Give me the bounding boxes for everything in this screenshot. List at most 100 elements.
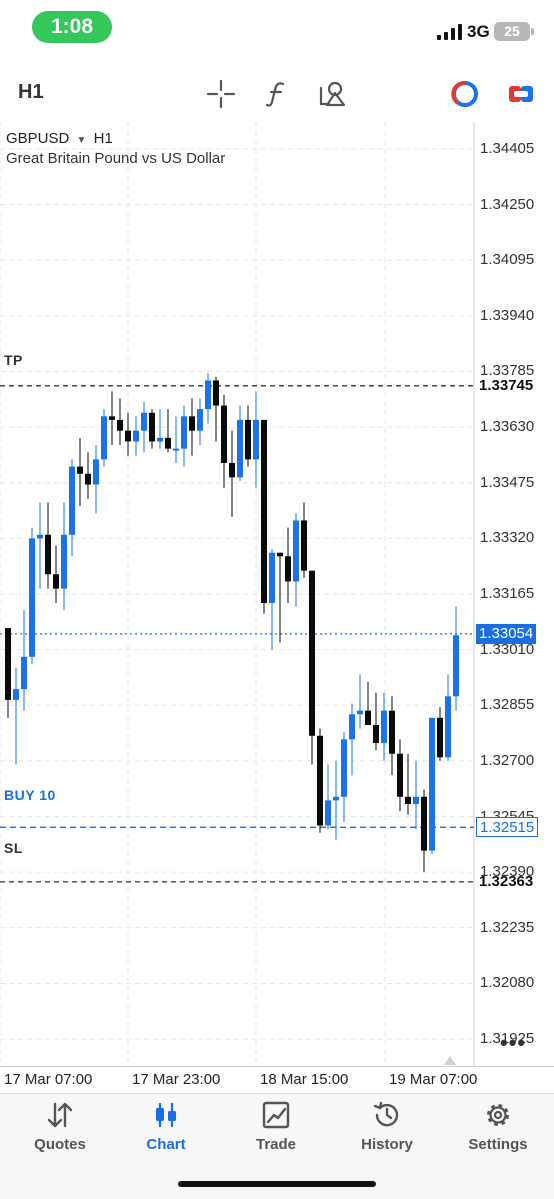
- candle-bear: [245, 419, 251, 460]
- candle-bull: [253, 419, 259, 460]
- crosshair-icon[interactable]: [205, 78, 237, 110]
- battery-tip: [531, 28, 534, 35]
- price-chart[interactable]: GBPUSD ▼ H1 Great Britain Pound vs US Do…: [0, 122, 554, 1066]
- candle-bear: [85, 473, 91, 485]
- chart-candles-icon: [156, 1103, 176, 1127]
- tab-label: Quotes: [34, 1136, 86, 1153]
- candle-bull: [181, 416, 187, 449]
- status-bar: 1:08 3G 25: [0, 0, 554, 60]
- candle-bear: [165, 437, 171, 449]
- tab-chart[interactable]: Chart: [111, 1094, 221, 1164]
- quotes-arrows-icon: [47, 1102, 73, 1128]
- trade-chart-icon: [262, 1101, 290, 1129]
- buy-order-label[interactable]: BUY 10: [4, 787, 56, 803]
- price-level-label: 1.33165: [480, 585, 535, 602]
- candle-bull: [429, 717, 435, 851]
- candle-bear: [285, 556, 291, 582]
- candle-bear: [405, 796, 411, 804]
- buy-price-tag: 1.32515: [476, 817, 539, 838]
- candle-bull: [61, 534, 67, 589]
- candle-bear: [77, 466, 83, 474]
- candle-bear: [397, 753, 403, 797]
- symbol-dropdown-icon[interactable]: ▼: [76, 135, 87, 146]
- candle-bear: [45, 534, 51, 575]
- bottom-tab-bar: Quotes Chart Trade History Settings: [0, 1093, 554, 1199]
- candle-bull: [237, 419, 243, 478]
- tab-settings[interactable]: Settings: [443, 1094, 553, 1164]
- price-level-label: 1.31925: [480, 1030, 535, 1048]
- chart-canvas[interactable]: [0, 122, 554, 1066]
- history-clock-icon: [373, 1101, 399, 1127]
- settings-gear-icon: [487, 1104, 509, 1126]
- tp-label: TP: [4, 352, 23, 368]
- candle-bull: [357, 710, 363, 715]
- candle-bull: [325, 800, 331, 826]
- candle-bull: [93, 459, 99, 485]
- candle-bull: [157, 437, 163, 442]
- candle-bear: [221, 405, 227, 463]
- candle-bear: [5, 628, 11, 700]
- price-level-label: 1.32390: [480, 863, 535, 881]
- timeframe-button[interactable]: H1: [18, 81, 44, 103]
- tab-label: Trade: [255, 1136, 297, 1153]
- candle-bull: [293, 520, 299, 582]
- candle-bear: [149, 412, 155, 442]
- candle-bull: [101, 416, 107, 460]
- symbol-label[interactable]: GBPUSD ▼ H1: [6, 130, 113, 147]
- price-level-label: 1.33010: [480, 640, 535, 658]
- candle-bull: [341, 739, 347, 797]
- candle-bull: [453, 635, 459, 697]
- trade-toggle-icon[interactable]: [505, 78, 537, 110]
- candle-bull: [29, 538, 35, 657]
- candle-bear: [53, 574, 59, 589]
- price-level-label: 1.34405: [480, 139, 535, 157]
- candle-bear: [421, 796, 427, 851]
- price-level-label: 1.34095: [480, 251, 535, 269]
- symbol-timeframe: H1: [93, 130, 113, 147]
- price-level-label: 1.32700: [480, 751, 535, 769]
- scroll-marker-icon[interactable]: [444, 1056, 456, 1065]
- candle-bear: [437, 717, 443, 758]
- battery-icon: 25: [494, 22, 530, 41]
- tab-quotes[interactable]: Quotes: [5, 1094, 115, 1164]
- tp-price-tag: 1.33745: [479, 376, 534, 394]
- candle-bull: [141, 412, 147, 431]
- candle-bull: [37, 534, 43, 539]
- current-price-tag: 1.33054: [476, 623, 537, 644]
- candle-bear: [277, 552, 283, 557]
- price-level-label: 1.33630: [480, 418, 535, 436]
- tab-label: Chart: [146, 1136, 186, 1153]
- candle-bull: [445, 696, 451, 758]
- indicator-function-icon[interactable]: [261, 78, 293, 110]
- symbol-name: GBPUSD: [6, 130, 70, 147]
- tab-history[interactable]: History: [332, 1094, 442, 1164]
- candle-bear: [301, 520, 307, 571]
- candle-bear: [261, 419, 267, 603]
- price-level-label: 1.33320: [480, 529, 535, 547]
- price-level-label: 1.32080: [480, 974, 535, 992]
- candle-bull: [413, 796, 419, 804]
- more-options-icon[interactable]: •••: [500, 1030, 527, 1055]
- candle-bear: [309, 570, 315, 736]
- home-indicator: [178, 1181, 376, 1187]
- symbol-description: Great Britain Pound vs US Dollar: [6, 150, 226, 167]
- candle-bull: [69, 466, 75, 535]
- objects-icon[interactable]: [317, 78, 349, 110]
- candle-bull: [349, 714, 355, 740]
- one-click-trading-icon[interactable]: [449, 78, 481, 110]
- time-label: 18 Mar 15:00: [260, 1071, 349, 1088]
- candle-bear: [213, 380, 219, 406]
- candle-bull: [173, 448, 179, 451]
- candle-bear: [317, 735, 323, 826]
- candle-bear: [117, 419, 123, 431]
- price-axis[interactable]: 1.34405 1.34250 1.34095 1.33940 1.33785 1.336…: [474, 122, 554, 1066]
- candle-bull: [197, 409, 203, 431]
- candle-bear: [365, 710, 371, 726]
- tab-trade[interactable]: Trade: [221, 1094, 331, 1164]
- signal-strength-icon: [437, 24, 462, 40]
- candle-bull: [381, 710, 387, 743]
- candle-bull: [133, 430, 139, 442]
- price-level-label: 1.34250: [480, 195, 535, 213]
- candle-bear: [109, 416, 115, 420]
- price-level-label: 1.32235: [480, 918, 535, 936]
